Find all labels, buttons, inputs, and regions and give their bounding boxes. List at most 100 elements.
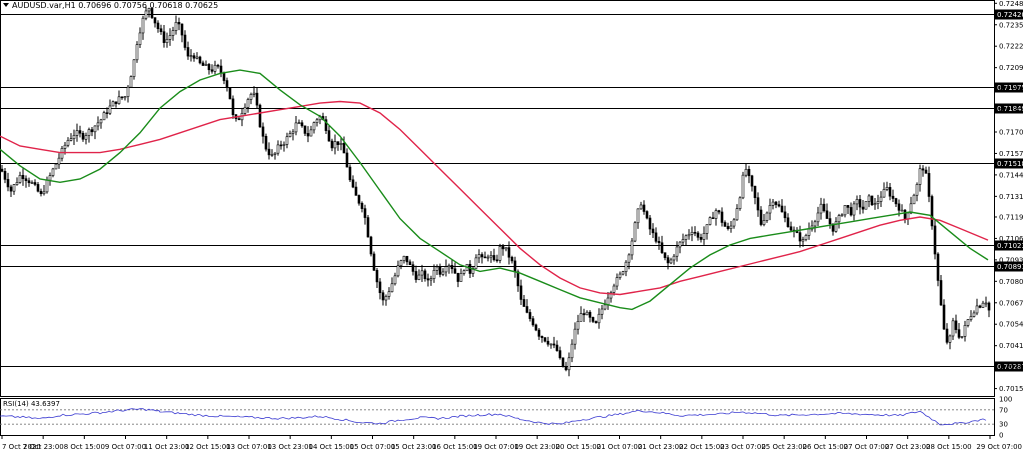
candle-bear bbox=[336, 141, 340, 145]
candle-bear bbox=[453, 268, 457, 274]
candle-bear bbox=[345, 152, 349, 168]
candle-bull bbox=[384, 296, 388, 301]
candle-bull bbox=[714, 210, 718, 219]
candle-bear bbox=[777, 204, 781, 207]
candle-bull bbox=[951, 320, 955, 337]
candle-bear bbox=[957, 329, 961, 338]
candle-bull bbox=[51, 168, 55, 176]
candle-bull bbox=[18, 175, 22, 183]
candle-bull bbox=[402, 255, 406, 261]
candle-bear bbox=[378, 281, 382, 294]
candle-bull bbox=[672, 255, 676, 261]
candle-bull bbox=[63, 144, 67, 149]
candle-bear bbox=[372, 253, 376, 271]
level-price-tag-label: 0.70891 bbox=[997, 263, 1024, 271]
candle-bull bbox=[204, 64, 208, 66]
candle-bull bbox=[75, 130, 79, 136]
candle-bull bbox=[48, 175, 52, 181]
candle-bull bbox=[174, 22, 178, 31]
candle-bear bbox=[120, 96, 124, 99]
candle-bull bbox=[390, 283, 394, 293]
candle-bear bbox=[408, 261, 412, 266]
candle-bull bbox=[396, 265, 400, 277]
candle-bear bbox=[354, 186, 358, 196]
candle-bear bbox=[564, 366, 568, 371]
candle-bull bbox=[627, 254, 631, 263]
candle-bull bbox=[339, 143, 343, 145]
candle-bear bbox=[516, 271, 520, 287]
candle-bull bbox=[771, 201, 775, 206]
candle-bear bbox=[507, 247, 511, 258]
candle-bull bbox=[294, 122, 298, 133]
dropdown-triangle-icon[interactable] bbox=[3, 3, 9, 7]
level-price-tag-label: 0.71518 bbox=[997, 160, 1024, 168]
candle-bull bbox=[111, 101, 115, 107]
level-price-tag bbox=[995, 361, 1023, 372]
candle-bear bbox=[753, 185, 757, 198]
price-axis: 0.72485 0.72355 0.72225 0.72095 0.71965 0.718… bbox=[994, 0, 1024, 393]
candle-bull bbox=[213, 64, 217, 72]
candle-bear bbox=[888, 187, 892, 197]
candle-bear bbox=[831, 223, 835, 232]
time-tick-label: 25 Oct 23:00 bbox=[761, 443, 807, 451]
candle-bull bbox=[393, 275, 397, 285]
candle-bear bbox=[237, 118, 241, 121]
candle-bull bbox=[315, 119, 319, 123]
candle-bear bbox=[822, 203, 826, 212]
candle-bull bbox=[690, 231, 694, 235]
candle-bull bbox=[738, 197, 742, 209]
candle-bear bbox=[582, 313, 586, 316]
candle-bear bbox=[375, 269, 379, 283]
candle-bear bbox=[351, 179, 355, 188]
candle-bear bbox=[696, 232, 700, 238]
candle-bear bbox=[381, 292, 385, 301]
candle-bull bbox=[459, 273, 463, 282]
level-price-tag-label: 0.71975 bbox=[997, 84, 1024, 92]
candle-bear bbox=[105, 112, 109, 114]
time-tick-label: 11 Oct 23:00 bbox=[144, 443, 190, 451]
candle-bull bbox=[57, 157, 61, 165]
candle-bull bbox=[147, 8, 151, 12]
candle-bear bbox=[750, 175, 754, 187]
symbol-info: AUDUSD.var,H1 0.70696 0.70756 0.70618 0.… bbox=[12, 1, 218, 10]
level-price-tag-label: 0.71848 bbox=[997, 105, 1024, 113]
candle-bull bbox=[972, 312, 976, 317]
candle-bear bbox=[423, 270, 427, 280]
candle-bear bbox=[363, 208, 367, 218]
candle-bull bbox=[12, 184, 16, 192]
candle-bear bbox=[588, 311, 592, 318]
candle-bull bbox=[597, 313, 601, 324]
price-tick-label: 0.71575 bbox=[999, 150, 1024, 158]
candle-bull bbox=[855, 199, 859, 205]
candle-bull bbox=[873, 203, 877, 206]
candle-bull bbox=[141, 17, 145, 34]
candle-bull bbox=[387, 291, 391, 297]
candle-bull bbox=[615, 277, 619, 287]
candle-bull bbox=[189, 55, 193, 57]
price-tick-label: 0.71315 bbox=[999, 193, 1024, 201]
candle-bull bbox=[447, 265, 451, 268]
candle-bull bbox=[744, 168, 748, 176]
candle-bear bbox=[426, 278, 430, 281]
candle-bull bbox=[435, 266, 439, 271]
rsi-tick-label: 100 bbox=[999, 396, 1012, 404]
candle-bear bbox=[780, 205, 784, 213]
candle-bull bbox=[573, 328, 577, 345]
candle-bull bbox=[168, 35, 172, 40]
candle-bull bbox=[126, 86, 130, 97]
candle-bear bbox=[198, 56, 202, 64]
candle-bear bbox=[348, 166, 352, 181]
candle-bear bbox=[366, 217, 370, 238]
candle-bull bbox=[840, 214, 844, 217]
candle-bear bbox=[699, 237, 703, 240]
candle-bull bbox=[417, 274, 421, 280]
candle-bear bbox=[183, 34, 187, 48]
candle-bull bbox=[801, 239, 805, 242]
time-tick-label: 29 Oct 07:00 bbox=[976, 443, 1022, 451]
candle-bull bbox=[144, 10, 148, 19]
candle-bear bbox=[561, 357, 565, 367]
candle-bull bbox=[816, 212, 820, 223]
